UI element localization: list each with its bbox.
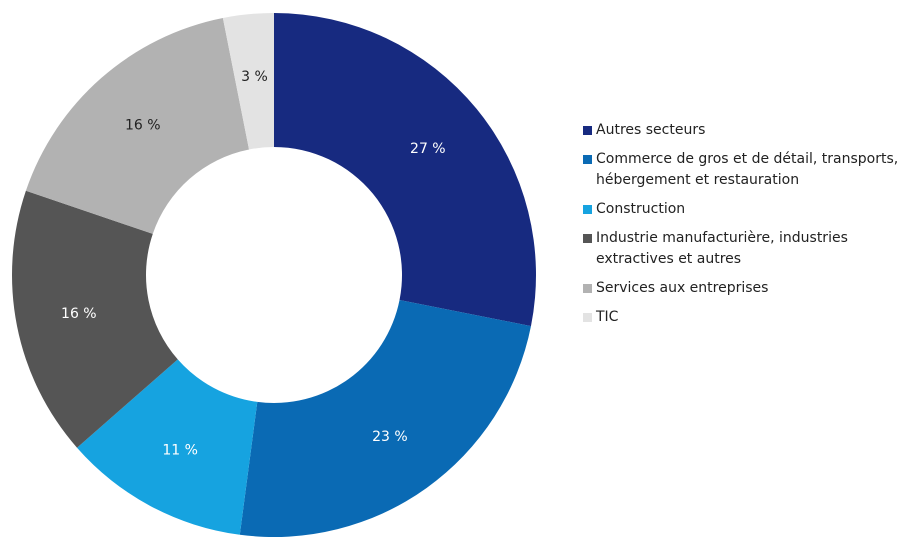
legend-swatch xyxy=(583,234,592,243)
legend-label: Commerce de gros et de détail, transport… xyxy=(596,151,899,188)
slice xyxy=(11,190,178,448)
legend-swatch xyxy=(583,205,592,214)
legend-label: Construction xyxy=(596,201,686,217)
legend-label: Services aux entreprises xyxy=(596,280,769,296)
slice xyxy=(222,13,274,150)
legend-label: Industrie manufacturière, industries ext… xyxy=(596,230,848,267)
legend-swatch xyxy=(583,155,592,164)
legend-swatch xyxy=(583,313,592,322)
slice xyxy=(77,359,258,535)
legend-swatch xyxy=(583,126,592,135)
legend-item: TIC xyxy=(583,307,908,328)
legend-item: Industrie manufacturière, industries ext… xyxy=(583,228,908,270)
slice xyxy=(239,299,531,537)
legend-label: TIC xyxy=(596,309,619,325)
legend-item: Construction xyxy=(583,199,908,220)
legend-item: Commerce de gros et de détail, transport… xyxy=(583,149,908,191)
data-label: 16 % xyxy=(125,117,161,133)
data-label: 27 % xyxy=(410,141,446,157)
data-label: 11 % xyxy=(162,443,198,459)
slice xyxy=(25,18,250,234)
data-label: 16 % xyxy=(61,306,97,322)
legend-swatch xyxy=(583,284,592,293)
legend-item: Autres secteurs xyxy=(583,120,908,141)
legend-item: Services aux entreprises xyxy=(583,278,908,299)
legend: Autres secteurs Commerce de gros et de dé… xyxy=(583,120,908,336)
slice xyxy=(274,13,536,327)
legend-label: Autres secteurs xyxy=(596,122,706,138)
data-label: 23 % xyxy=(372,429,408,445)
data-label: 3 % xyxy=(241,69,268,85)
donut: 27 % 23 % 11 % 16 % 16 % 3 % xyxy=(11,13,536,537)
